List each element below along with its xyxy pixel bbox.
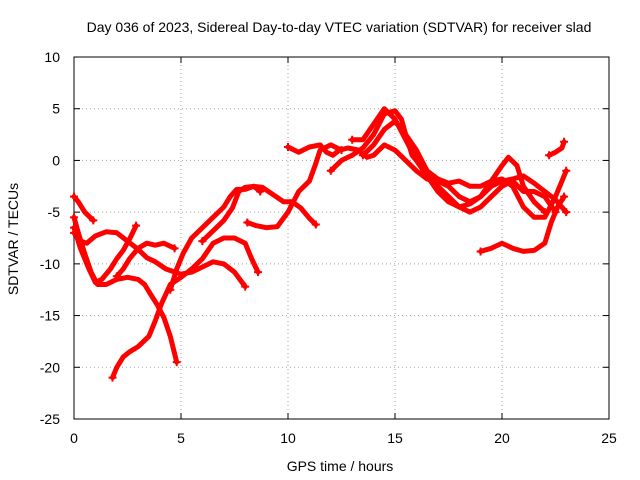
- x-tick-label: 10: [280, 430, 296, 446]
- x-tick-label: 25: [601, 430, 617, 446]
- y-tick-label: 5: [52, 101, 60, 117]
- series-line: [349, 106, 548, 215]
- endpoint-marker: [70, 192, 78, 201]
- endpoint-marker: [108, 373, 117, 382]
- y-tick-label: 0: [52, 152, 60, 168]
- series-line: [360, 118, 569, 220]
- series-arc-10: [284, 142, 571, 217]
- chart-title: Day 036 of 2023, Sidereal Day-to-day VTE…: [87, 19, 592, 35]
- y-tick-label: -20: [40, 359, 60, 375]
- series-arc-15: [545, 137, 569, 160]
- endpoint-marker: [89, 216, 98, 225]
- data-series: [70, 106, 571, 382]
- endpoint-marker: [241, 282, 250, 291]
- endpoint-marker: [256, 187, 265, 196]
- series-arc-5: [108, 235, 263, 382]
- endpoint-marker: [198, 237, 207, 246]
- series-line: [546, 139, 567, 158]
- series-line: [199, 183, 263, 244]
- series-arc-14: [476, 192, 569, 256]
- endpoint-marker: [70, 213, 78, 222]
- series-line: [114, 240, 178, 279]
- series-arc-8: [198, 183, 265, 246]
- x-tick-label: 15: [387, 430, 403, 446]
- endpoint-marker: [348, 135, 357, 144]
- series-line: [478, 194, 567, 254]
- endpoint-marker: [254, 268, 263, 277]
- endpoint-marker: [112, 272, 121, 281]
- endpoint-marker: [132, 221, 141, 230]
- series-arc-4: [70, 221, 141, 285]
- series-line: [110, 235, 261, 381]
- x-tick-label: 0: [70, 430, 78, 446]
- series-arc-3: [70, 213, 181, 367]
- endpoint-marker: [562, 166, 571, 175]
- grid: [74, 57, 609, 419]
- endpoint-marker: [166, 285, 175, 294]
- endpoint-marker: [326, 166, 335, 175]
- plot-frame: [73, 56, 610, 420]
- series-arc-13: [358, 118, 571, 220]
- axis-ticks: 0 5 10 15 20 25 -25 -20 -15 -10 -5 0 5 10: [40, 49, 617, 446]
- y-tick-label: -15: [40, 308, 60, 324]
- endpoint-marker: [311, 220, 320, 229]
- x-tick-label: 5: [177, 430, 185, 446]
- y-tick-label: -5: [48, 204, 61, 220]
- series-arc-11: [326, 108, 560, 217]
- y-axis-label: SDTVAR / TECUs: [5, 183, 21, 295]
- endpoint-marker: [70, 223, 78, 232]
- endpoint-marker: [476, 247, 485, 256]
- y-tick-label: 10: [44, 49, 60, 65]
- endpoint-marker: [562, 208, 571, 217]
- series-arc-1: [70, 192, 98, 225]
- endpoint-marker: [170, 244, 179, 253]
- endpoint-marker: [172, 358, 181, 367]
- series-line: [71, 223, 139, 285]
- y-tick-label: -25: [40, 411, 60, 427]
- endpoint-marker: [358, 151, 367, 160]
- x-tick-label: 20: [494, 430, 510, 446]
- series-line: [71, 194, 96, 223]
- endpoint-marker: [284, 142, 292, 151]
- y-tick-label: -10: [40, 256, 60, 272]
- series-line: [71, 229, 248, 290]
- endpoint-marker: [545, 151, 554, 160]
- x-axis-label: GPS time / hours: [287, 458, 394, 474]
- series-line: [285, 142, 569, 215]
- series-arc-6: [112, 240, 179, 281]
- endpoint-marker: [243, 218, 252, 227]
- endpoint-marker: [560, 137, 569, 146]
- endpoint-marker: [560, 192, 569, 201]
